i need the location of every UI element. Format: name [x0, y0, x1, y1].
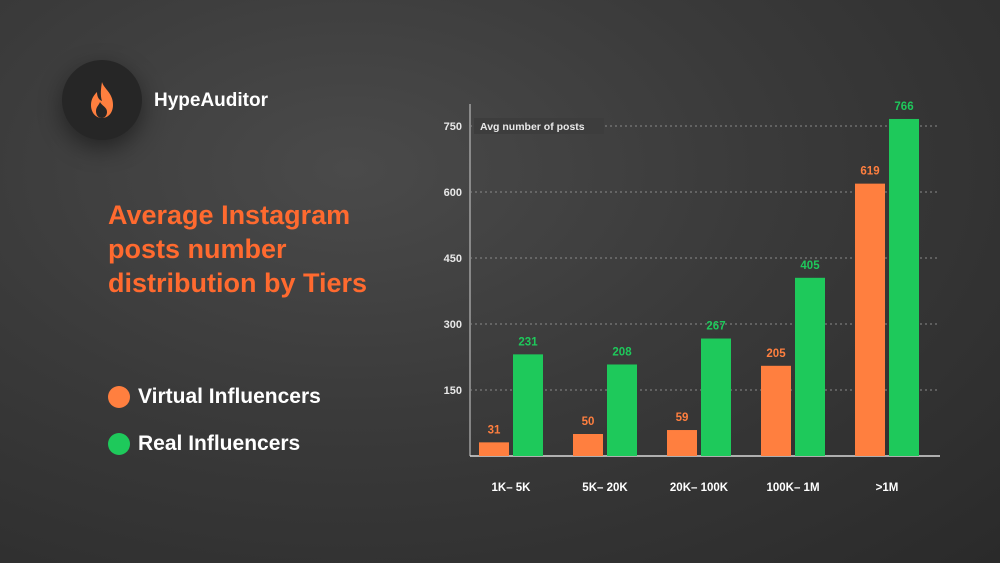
data-label: 405	[800, 260, 820, 272]
y-tick-label: 450	[444, 253, 462, 265]
data-label: 619	[860, 166, 879, 178]
chart-title: Average Instagram posts number distribut…	[108, 200, 368, 298]
x-tick-label: >1M	[876, 482, 899, 494]
legend-label-real: Real Influencers	[138, 432, 301, 455]
data-label: 208	[612, 346, 632, 358]
x-tick-label: 5K– 20K	[582, 482, 628, 494]
data-label: 31	[488, 424, 501, 436]
legend-label-virtual: Virtual Influencers	[138, 385, 321, 408]
legend-swatch-real	[108, 433, 130, 455]
y-tick-label: 150	[444, 385, 462, 397]
y-tick-label: 600	[444, 187, 462, 199]
data-label: 231	[518, 336, 538, 348]
bar-real	[513, 354, 543, 456]
data-label: 50	[582, 416, 595, 428]
y-tick-label: 300	[444, 319, 462, 331]
legend-swatch-virtual	[108, 386, 130, 408]
x-tick-label: 20K– 100K	[670, 482, 729, 494]
brand-name: HypeAuditor	[154, 90, 268, 111]
data-label: 205	[766, 348, 786, 360]
logo-badge	[62, 60, 142, 140]
bar-real	[795, 277, 825, 456]
bar-virtual	[761, 365, 791, 456]
x-tick-label: 1K– 5K	[492, 482, 532, 494]
y-axis-title: Avg number of posts	[480, 121, 585, 133]
bar-virtual	[479, 442, 509, 456]
data-label: 766	[894, 101, 913, 113]
bar-real	[607, 364, 637, 456]
legend-item-real: Real Influencers	[108, 432, 300, 456]
flame-icon	[91, 82, 113, 118]
bar-virtual	[855, 183, 885, 456]
data-label: 59	[676, 412, 689, 424]
data-label: 267	[706, 321, 725, 333]
y-tick-label: 750	[444, 121, 462, 133]
bar-virtual	[667, 430, 697, 456]
axis-title-bg	[474, 118, 604, 134]
legend-item-virtual: Virtual Influencers	[108, 385, 321, 409]
bar-virtual	[573, 434, 603, 456]
bar-real	[701, 338, 731, 456]
bar-real	[889, 118, 919, 457]
x-tick-label: 100K– 1M	[766, 482, 819, 494]
